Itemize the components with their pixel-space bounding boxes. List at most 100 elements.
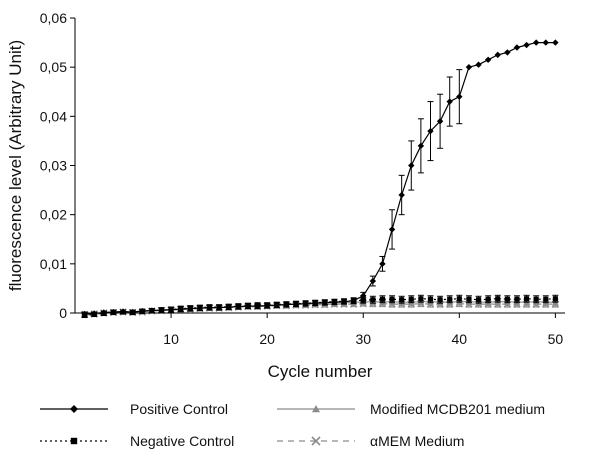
data-point (196, 304, 204, 312)
x-tick-label: 50 (548, 331, 564, 347)
data-point (110, 308, 117, 316)
data-point (81, 310, 88, 318)
data-point (532, 39, 540, 46)
x-axis: 10 20 30 40 50 (75, 312, 565, 347)
data-point (484, 56, 492, 63)
legend-label: Negative Control (130, 433, 234, 449)
data-point (388, 226, 396, 233)
data-point (504, 296, 510, 302)
data-point (427, 127, 434, 135)
data-point (350, 297, 357, 304)
data-point (311, 299, 319, 307)
data-point (417, 142, 425, 150)
data-point (436, 118, 444, 125)
data-point (504, 49, 511, 56)
data-point (418, 296, 424, 302)
data-point (494, 51, 501, 59)
x-tick-label: 20 (259, 331, 275, 347)
data-point (129, 308, 136, 316)
legend-item: Positive Control (40, 401, 228, 417)
data-point (360, 297, 366, 303)
legend-label: Modified MCDB201 medium (370, 401, 545, 417)
data-point (273, 301, 280, 309)
data-point (369, 277, 377, 285)
data-point (437, 297, 443, 303)
x-tick-label: 10 (163, 331, 179, 347)
data-point (331, 298, 338, 306)
data-point (513, 44, 521, 51)
data-point (456, 93, 463, 100)
data-point (283, 301, 290, 308)
data-point (552, 296, 558, 302)
data-point (215, 304, 223, 311)
data-point (321, 299, 329, 306)
legend-item: Modified MCDB201 medium (277, 401, 545, 417)
data-point (408, 162, 415, 169)
data-point (158, 306, 165, 314)
x-tick-label: 30 (355, 331, 371, 347)
data-point (552, 39, 559, 46)
data-point (244, 302, 252, 310)
legend-marker (311, 436, 321, 446)
data-point (148, 307, 156, 314)
legend-marker (70, 405, 78, 413)
data-point (398, 191, 405, 199)
data-point (475, 297, 482, 303)
y-tick-label: 0,04 (40, 108, 67, 124)
legend-label: Positive Control (130, 401, 228, 417)
legend-marker (70, 437, 78, 445)
data-point (177, 305, 184, 313)
data-point (379, 260, 386, 268)
y-tick-label: 0,05 (40, 59, 67, 75)
data-point (340, 298, 348, 305)
data-point (456, 296, 462, 302)
series-line (84, 41, 556, 315)
y-tick-label: 0 (59, 305, 67, 321)
data-point (495, 296, 501, 302)
data-point (446, 98, 453, 105)
data-point (524, 296, 530, 302)
data-point (466, 296, 472, 302)
data-point (254, 302, 261, 310)
data-point (542, 39, 549, 46)
legend-item: Negative Control (40, 433, 234, 449)
y-tick-label: 0,02 (40, 207, 67, 223)
x-axis-title: Cycle number (268, 362, 373, 381)
legend: Positive Control Modified MCDB201 medium N… (40, 401, 545, 449)
data-point (206, 304, 213, 311)
data-point (408, 296, 414, 302)
data-point (475, 61, 482, 68)
data-point (533, 296, 539, 302)
y-axis: 0 0,01 0,02 0,03 0,04 0,05 0,06 (40, 10, 76, 321)
data-point (302, 300, 309, 307)
data-point (225, 303, 232, 311)
data-point (187, 305, 194, 312)
data-point (543, 296, 549, 302)
data-point (427, 296, 434, 302)
data-point (523, 41, 530, 49)
legend-item: αMEM Medium (277, 433, 464, 449)
data-point (360, 292, 367, 299)
legend-label: αMEM Medium (370, 433, 464, 449)
legend-marker (312, 405, 320, 413)
y-tick-label: 0,06 (40, 10, 67, 26)
data-point (465, 63, 473, 71)
x-tick-label: 40 (452, 331, 468, 347)
data-point (263, 302, 271, 309)
data-point (370, 297, 376, 303)
data-point (379, 296, 386, 302)
data-point (399, 297, 405, 303)
data-point (235, 303, 242, 310)
data-point (389, 296, 395, 302)
series-positive-control (81, 39, 559, 318)
data-point (447, 296, 453, 302)
y-tick-label: 0,03 (40, 158, 67, 174)
plot-area (80, 39, 560, 319)
y-axis-title: fluorescence level (Arbitrary Unit) (6, 40, 25, 291)
data-point (485, 296, 491, 302)
data-point (292, 300, 300, 308)
y-tick-label: 0,01 (40, 256, 67, 272)
data-point (167, 306, 175, 313)
